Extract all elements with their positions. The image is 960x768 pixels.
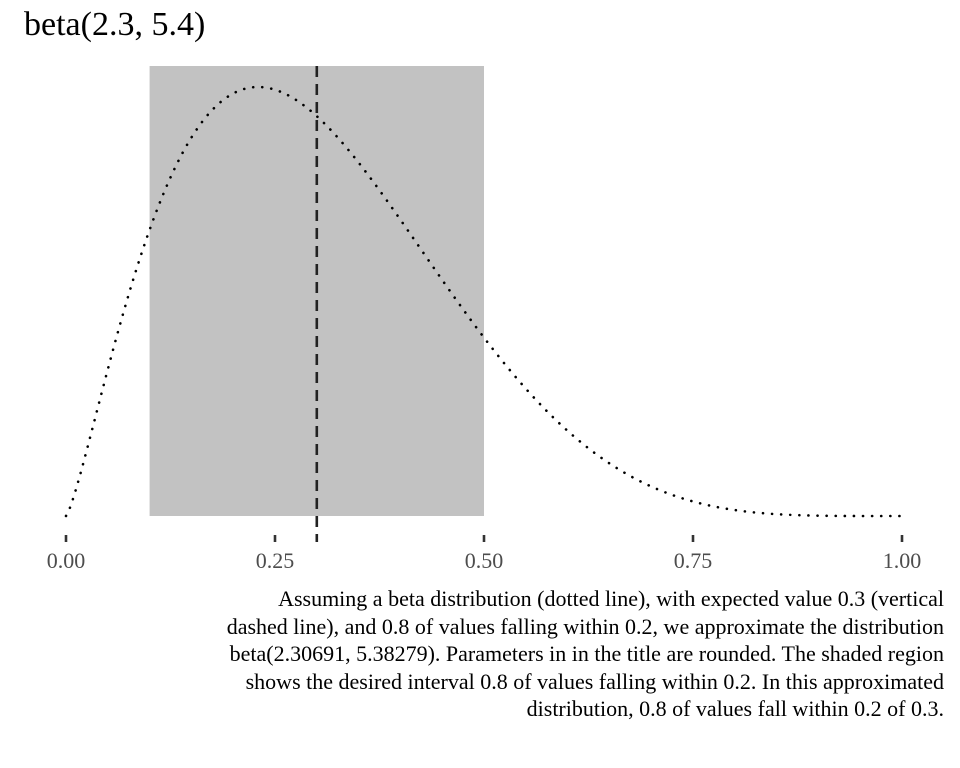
chart-caption: Assuming a beta distribution (dotted lin… bbox=[226, 586, 944, 722]
x-tick-label: 0.00 bbox=[47, 548, 86, 573]
x-axis: 0.00 0.25 0.50 0.75 1.00 bbox=[47, 535, 922, 573]
x-tick-label: 0.75 bbox=[674, 548, 713, 573]
x-tick-label: 0.50 bbox=[465, 548, 504, 573]
chart-title: beta(2.3, 5.4) bbox=[24, 6, 206, 43]
beta-density-plot: 0.00 0.25 0.50 0.75 1.00 bbox=[47, 66, 922, 573]
x-tick-label: 0.25 bbox=[256, 548, 295, 573]
density-curve bbox=[64, 85, 904, 518]
x-tick-label: 1.00 bbox=[883, 548, 922, 573]
